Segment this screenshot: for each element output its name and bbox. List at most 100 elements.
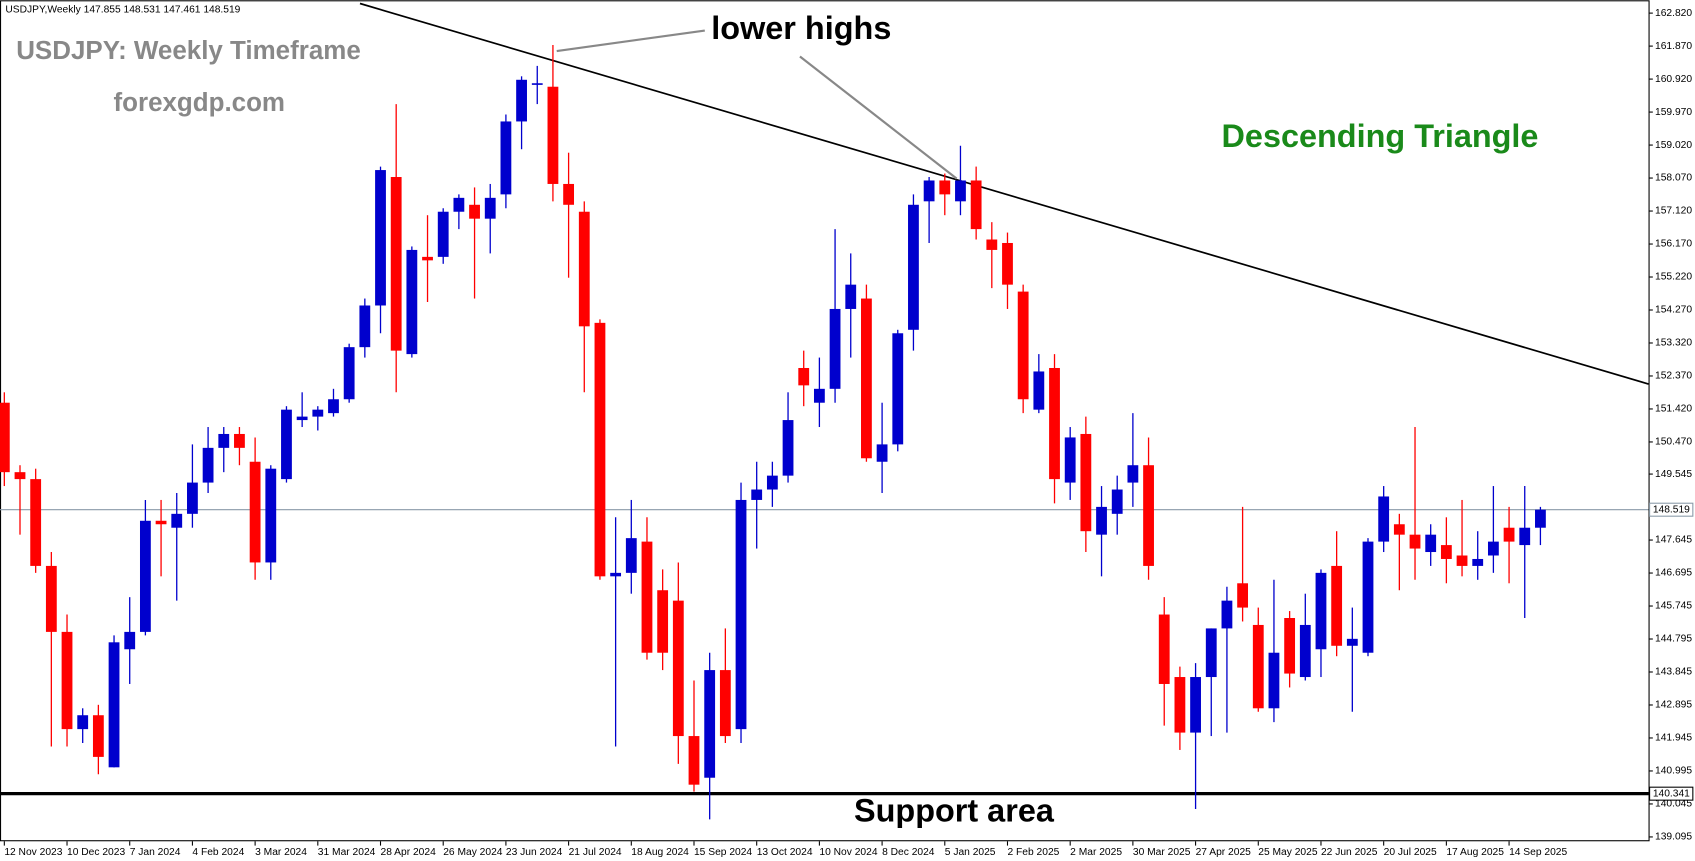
candle-body — [312, 409, 324, 417]
annotation-arrow — [799, 55, 958, 180]
candle-body — [61, 631, 73, 730]
candle-body — [1331, 565, 1343, 646]
y-tick-label: 157.120 — [1655, 206, 1692, 217]
candle-body — [923, 180, 935, 202]
x-tick-label: 15 Sep 2024 — [694, 847, 752, 858]
y-tick-label: 159.020 — [1655, 140, 1692, 151]
x-tick-label: 25 May 2025 — [1258, 847, 1318, 858]
y-tick-label: 140.995 — [1655, 766, 1692, 777]
x-tick-label: 18 Aug 2024 — [631, 847, 689, 858]
x-tick-label: 30 Mar 2025 — [1133, 847, 1191, 858]
y-tick-label: 145.745 — [1655, 601, 1692, 612]
y-tick-label: 155.220 — [1655, 272, 1692, 283]
candle-body — [1487, 541, 1499, 556]
candle-body — [155, 520, 167, 525]
candle-body — [202, 447, 214, 483]
y-tick-label: 142.895 — [1655, 700, 1692, 711]
x-tick-label: 21 Jul 2024 — [569, 847, 622, 858]
candle-body — [672, 600, 684, 737]
candle-body — [986, 239, 998, 250]
x-tick-label: 20 Jul 2025 — [1384, 847, 1437, 858]
x-tick-label: 27 Apr 2025 — [1196, 847, 1252, 858]
candle-body — [1299, 624, 1311, 678]
candle-body — [484, 197, 496, 219]
candle-body — [657, 590, 669, 653]
x-tick-label: 8 Dec 2024 — [882, 847, 935, 858]
y-tick-label: 159.970 — [1655, 107, 1692, 118]
candle-body — [1017, 291, 1029, 400]
candle-body — [876, 444, 888, 462]
candle-body — [892, 333, 904, 445]
candle-body — [108, 642, 120, 768]
candle-body — [14, 472, 26, 480]
x-tick-label: 10 Nov 2024 — [819, 847, 877, 858]
candle-body — [234, 433, 245, 448]
x-tick-label: 7 Jan 2024 — [130, 847, 181, 858]
candle-body — [1158, 614, 1170, 684]
candle-body — [1190, 677, 1201, 733]
annotation-text: Descending Triangle — [1222, 118, 1539, 154]
x-tick-label: 28 Apr 2024 — [381, 847, 437, 858]
candle-body — [1252, 624, 1264, 709]
support-box — [1649, 786, 1694, 801]
candle-body — [77, 715, 89, 730]
candle-body — [1205, 628, 1217, 678]
y-tick-label: 141.945 — [1655, 733, 1692, 744]
candle-body — [719, 670, 731, 737]
x-tick-label: 2 Mar 2025 — [1070, 847, 1122, 858]
candle-body — [1378, 496, 1390, 542]
x-tick-label: 14 Sep 2025 — [1509, 847, 1567, 858]
candle-body — [641, 541, 653, 653]
candle-body — [1111, 489, 1123, 514]
annotation-text: Support area — [854, 793, 1055, 829]
candle-body — [249, 461, 261, 563]
candle-body — [1064, 437, 1076, 483]
candle-body — [798, 367, 810, 386]
candle-body — [171, 513, 183, 528]
candle-body — [453, 197, 465, 212]
candle-body — [375, 170, 386, 306]
y-tick-label: 149.545 — [1655, 469, 1692, 480]
candle-body — [1472, 558, 1484, 566]
y-tick-label: 160.920 — [1655, 74, 1692, 85]
candle-body — [1284, 618, 1296, 674]
x-tick-label: 3 Mar 2024 — [255, 847, 307, 858]
candle-body — [92, 715, 104, 757]
candle-body — [1519, 527, 1531, 546]
candle-body — [1425, 534, 1437, 553]
candle-body — [1346, 638, 1358, 646]
candle-body — [735, 499, 747, 730]
y-tick-label: 152.370 — [1655, 371, 1692, 382]
candle-body — [1143, 465, 1154, 566]
candle-body — [688, 736, 700, 785]
candle-body — [1409, 534, 1421, 549]
candle-body — [563, 183, 575, 205]
candle-body — [296, 416, 308, 421]
candle-body — [908, 204, 919, 330]
candle-body — [829, 308, 841, 389]
candle-body — [766, 475, 778, 490]
candle-body — [1127, 465, 1139, 483]
candle-body — [406, 249, 418, 355]
y-tick-label: 151.420 — [1655, 404, 1692, 415]
last-price-label: 148.519 — [1653, 504, 1690, 515]
candle-body — [547, 86, 559, 184]
candle-body — [1315, 572, 1327, 650]
y-tick-label: 162.820 — [1655, 8, 1692, 19]
candle-body — [625, 538, 637, 573]
y-tick-label: 153.320 — [1655, 338, 1692, 349]
x-tick-label: 17 Aug 2025 — [1446, 847, 1504, 858]
candle-body — [516, 79, 527, 122]
candle-body — [1002, 242, 1013, 285]
candle-body — [0, 402, 10, 473]
x-tick-label: 2 Feb 2025 — [1007, 847, 1059, 858]
candle-body — [187, 482, 198, 514]
candle-body — [861, 298, 872, 459]
x-tick-label: 10 Dec 2023 — [67, 847, 125, 858]
candle-body — [45, 565, 57, 632]
x-tick-label: 31 Mar 2024 — [318, 847, 376, 858]
candle-body — [970, 180, 982, 230]
candle-body — [531, 83, 543, 85]
y-tick-label: 146.695 — [1655, 568, 1692, 579]
